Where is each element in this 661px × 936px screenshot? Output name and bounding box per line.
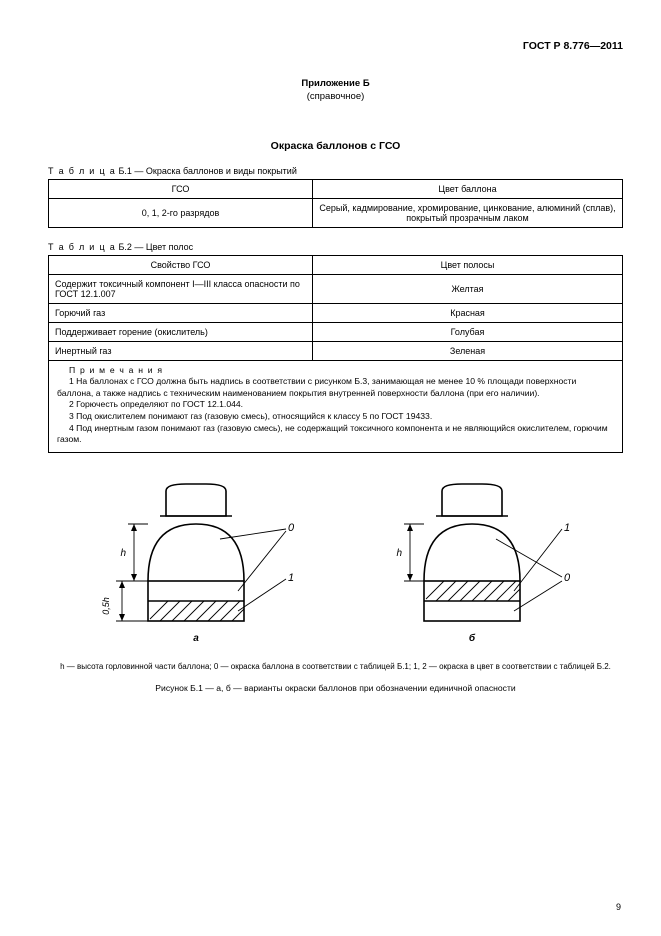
dim-h: h xyxy=(120,548,126,559)
appendix-line2: (справочное) xyxy=(48,91,623,104)
table-row: Поддерживает горение (окислитель) Голуба… xyxy=(49,322,623,341)
cylinder-figure-a-icon: 0 1 h 0,5h а xyxy=(88,481,308,656)
figure-label-b: б xyxy=(468,632,475,644)
table2-r2c0: Поддерживает горение (окислитель) xyxy=(49,322,313,341)
table-row: Свойство ГСО Цвет полосы xyxy=(49,255,623,274)
note-item: 2 Горючесть определяют по ГОСТ 12.1.044. xyxy=(57,399,614,411)
table2-head-0: Свойство ГСО xyxy=(49,255,313,274)
figure-caption-main: Рисунок Б.1 — а, б — варианты окраски ба… xyxy=(48,683,623,693)
table2-caption-rest: Б.2 — Цвет полос xyxy=(116,242,193,252)
table-row: Инертный газ Зеленая xyxy=(49,341,623,360)
table2-r0c1: Желтая xyxy=(313,274,623,303)
page-number: 9 xyxy=(616,902,621,912)
table1-caption-spaced: Т а б л и ц а xyxy=(48,166,116,176)
figures-row: 0 1 h 0,5h а xyxy=(48,481,623,656)
note-item: 4 Под инертным газом понимают газ (газов… xyxy=(57,423,614,446)
appendix-heading: Приложение Б (справочное) xyxy=(48,78,623,104)
table1-cell-0: 0, 1, 2-го разрядов xyxy=(49,198,313,227)
table2-r3c0: Инертный газ xyxy=(49,341,313,360)
table2-r0c0: Содержит токсичный компонент I—III класс… xyxy=(49,274,313,303)
table2-r3c1: Зеленая xyxy=(313,341,623,360)
note-item: 1 На баллонах с ГСО должна быть надпись … xyxy=(57,376,614,399)
table2-r1c0: Горючий газ xyxy=(49,303,313,322)
table2: Свойство ГСО Цвет полосы Содержит токсич… xyxy=(48,255,623,361)
note-item: 3 Под окислителем понимают газ (газовую … xyxy=(57,411,614,423)
table-row: Горючий газ Красная xyxy=(49,303,623,322)
appendix-line1: Приложение Б xyxy=(48,78,623,91)
table1-head-0: ГСО xyxy=(49,179,313,198)
table2-caption: Т а б л и ц а Б.2 — Цвет полос xyxy=(48,242,623,252)
document-id: ГОСТ Р 8.776—2011 xyxy=(48,40,623,52)
table-row: Содержит токсичный компонент I—III класс… xyxy=(49,274,623,303)
table2-r1c1: Красная xyxy=(313,303,623,322)
table-row: ГСО Цвет баллона xyxy=(49,179,623,198)
table-row: 0, 1, 2-го разрядов Серый, кадмирование,… xyxy=(49,198,623,227)
table1-caption: Т а б л и ц а Б.1 — Окраска баллонов и в… xyxy=(48,166,623,176)
section-title: Окраска баллонов с ГСО xyxy=(48,140,623,152)
callout-0: 0 xyxy=(288,522,295,534)
notes-title: П р и м е ч а н и я xyxy=(57,365,614,377)
figure-label-a: а xyxy=(193,633,199,644)
dim-h: h xyxy=(396,548,402,559)
callout-1: 1 xyxy=(564,522,570,534)
table2-caption-spaced: Т а б л и ц а xyxy=(48,242,116,252)
cylinder-figure-b-icon: 1 0 h б xyxy=(364,481,584,656)
table2-r2c1: Голубая xyxy=(313,322,623,341)
table2-head-1: Цвет полосы xyxy=(313,255,623,274)
table1-head-1: Цвет баллона xyxy=(313,179,623,198)
callout-0: 0 xyxy=(564,572,571,584)
page: ГОСТ Р 8.776—2011 Приложение Б (справочн… xyxy=(0,0,661,936)
notes-block: П р и м е ч а н и я 1 На баллонах с ГСО … xyxy=(48,361,623,453)
table1-cell-1: Серый, кадмирование, хромирование, цинко… xyxy=(313,198,623,227)
dim-05h: 0,5h xyxy=(101,597,111,615)
table1-caption-rest: Б.1 — Окраска баллонов и виды покрытий xyxy=(116,166,297,176)
figure-caption-legend: h — высота горловинной части баллона; 0 … xyxy=(48,662,623,673)
callout-1: 1 xyxy=(288,572,294,584)
table1: ГСО Цвет баллона 0, 1, 2-го разрядов Сер… xyxy=(48,179,623,228)
